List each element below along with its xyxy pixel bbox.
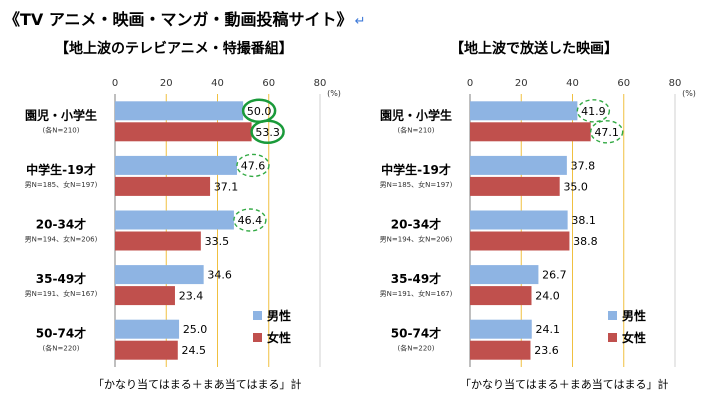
data-label: 24.1 [536,323,561,336]
data-label: 33.5 [205,235,230,248]
page-title: 《TV アニメ・映画・マンガ・動画投稿サイト》 ↵ [4,6,365,30]
highlight-circle [233,208,267,232]
category-label: 35-49才 [36,271,86,286]
category-label: 50-74才 [391,326,441,341]
highlight-circle [250,119,285,145]
bar-male [115,210,234,230]
legend-swatch-male [253,311,262,320]
category-label: 35-49才 [391,271,441,286]
category-sublabel: 男N=185、女N=197) [25,180,98,189]
legend-label-female: 女性 [267,330,291,345]
data-label: 41.9 [581,105,606,118]
bar-male [470,101,578,121]
category-sublabel: 男N=191、女N=167) [25,289,98,298]
bar-female [470,176,560,196]
bar-female [115,176,211,196]
data-label: 35.0 [563,180,588,193]
data-label: 47.1 [594,126,619,139]
bar-female [470,231,570,251]
bar-male [115,155,237,175]
data-label: 23.4 [179,290,204,303]
bar-male [115,265,204,285]
return-mark-icon: ↵ [354,14,366,29]
category-sublabel: 男N=191、女N=167) [380,289,453,298]
chart-1-title: 【地上波のテレビアニメ・特撮番組】 [55,41,293,57]
tick-label: 40 [566,78,579,89]
category-label: 20-34才 [36,217,86,232]
category-sublabel: (各N=210) [43,125,80,134]
chart-1-footer: 「かなり当てはまる＋まあ当てはまる」計 [93,378,302,391]
unit-label: (%) [327,89,341,98]
bar-female [470,340,531,360]
data-label: 38.1 [571,214,596,227]
legend-swatch-female [608,333,617,342]
tick-label: 20 [160,78,173,89]
unit-label: (%) [682,89,696,98]
chart-2-title: 【地上波で放送した映画】 [450,41,618,57]
legend-label-male: 男性 [622,308,646,323]
bar-male [470,265,539,285]
data-label: 24.0 [535,290,560,303]
data-label: 23.6 [534,344,559,357]
category-label: 20-34才 [391,217,441,232]
highlight-circle [589,120,624,144]
bar-female [115,340,178,360]
page-title-text: 《TV アニメ・映画・マンガ・動画投稿サイト》 [4,10,353,29]
bar-male [115,101,244,121]
data-label: 24.5 [182,344,207,357]
bar-male [470,210,568,230]
data-label: 25.0 [183,323,208,336]
data-label: 37.8 [571,159,596,172]
bar-female [470,122,591,142]
category-sublabel: 男N=194、女N=206) [25,235,98,244]
data-label: 34.6 [207,269,232,282]
category-label: 50-74才 [36,326,86,341]
tick-label: 60 [262,78,275,89]
data-label: 26.7 [542,269,567,282]
category-sublabel: 男N=194、女N=206) [380,235,453,244]
tick-label: 0 [467,78,473,89]
tick-label: 20 [515,78,528,89]
category-sublabel: (各N=220) [398,344,435,353]
category-label: 中学生-19才 [381,162,451,177]
chart-2-movies: 0 20 40 60 80(%) 園児・小学生 (各N=210) 41.9 47.1 中学生-19… [380,78,696,367]
legend-label-male: 男性 [267,308,291,323]
data-label: 37.1 [214,180,239,193]
tick-label: 0 [112,78,118,89]
legend-label-female: 女性 [622,330,646,345]
legend-swatch-female [253,333,262,342]
category-sublabel: 男N=185、女N=197) [380,180,453,189]
highlight-circle [236,153,270,178]
data-label: 53.3 [255,126,280,139]
tick-label: 40 [211,78,224,89]
bar-male [470,319,532,339]
bar-female [115,231,201,251]
bar-female [470,286,532,306]
category-label: 園児・小学生 [25,107,97,122]
category-label: 中学生-19才 [26,162,96,177]
chart-1-anime: 0 20 40 60 80(%) 園児・小学生 (各N=210) 50.0 53.3 中学生-19… [25,78,341,367]
tick-label: 80 [314,78,327,89]
data-label: 38.8 [573,235,598,248]
highlight-circle [576,99,611,123]
data-label: 47.6 [241,159,266,172]
data-label: 50.0 [247,105,272,118]
legend-swatch-male [608,311,617,320]
bar-female [115,122,252,142]
tick-label: 60 [617,78,630,89]
tick-label: 80 [669,78,682,89]
category-sublabel: (各N=220) [43,344,80,353]
data-label: 46.4 [238,214,263,227]
chart-2-footer: 「かなり当てはまる＋まあ当てはまる」計 [460,378,669,391]
category-sublabel: (各N=210) [398,125,435,134]
bar-male [115,319,180,339]
bar-female [115,286,175,306]
bar-male [470,155,567,175]
category-label: 園児・小学生 [380,107,452,122]
